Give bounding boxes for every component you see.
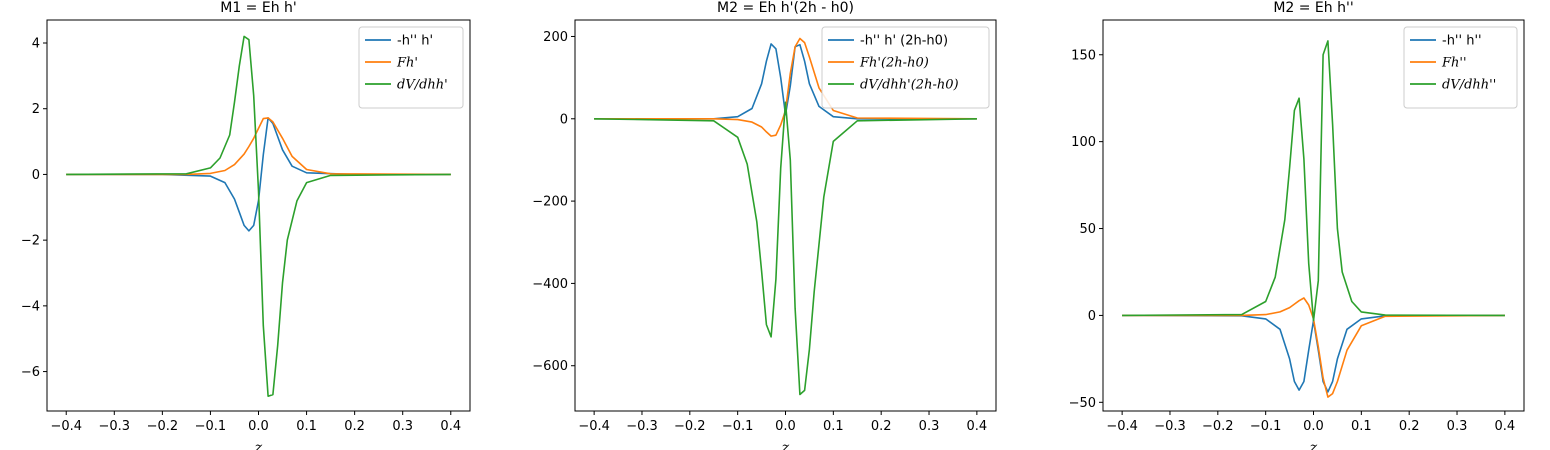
- y-tick-label: −50: [1069, 396, 1096, 411]
- y-tick-label: −2: [21, 234, 40, 249]
- y-tick-label: −200: [532, 195, 568, 210]
- x-tick-label: 0.4: [440, 419, 461, 434]
- x-tick-label: 0.1: [296, 419, 317, 434]
- legend: -h'' h' (2h-h0) Fh'(2h-h0) dV/dhh'(2h-h0): [821, 26, 990, 109]
- x-tick-label: 0.3: [392, 419, 413, 434]
- legend-box: [1403, 26, 1518, 109]
- x-tick-label: −0.4: [1106, 419, 1138, 434]
- chart-title: M1 = Eh h': [220, 0, 297, 16]
- y-tick-label: 0: [560, 112, 568, 127]
- series-line-1: [1122, 314, 1505, 393]
- y-tick-label: 2: [32, 102, 40, 117]
- x-tick-label: −0.3: [626, 419, 658, 434]
- legend-label-1: -h'' h'': [1442, 34, 1482, 49]
- x-tick-label: 0.2: [1399, 419, 1420, 434]
- legend-label-3: dV/dhh': [397, 78, 448, 93]
- x-tick-label: 0.0: [248, 419, 269, 434]
- series-line-1: [594, 43, 977, 120]
- x-tick-label: 0.4: [967, 419, 988, 434]
- x-tick-label: −0.2: [674, 419, 706, 434]
- x-tick-label: −0.1: [1250, 419, 1282, 434]
- chart-title: M2 = Eh h'(2h - h0): [717, 0, 854, 16]
- legend: -h'' h' Fh' dV/dhh': [358, 26, 464, 109]
- x-tick-label: 0.3: [919, 419, 940, 434]
- y-tick-label: 0: [1088, 309, 1096, 324]
- series-line-2: [66, 117, 451, 176]
- x-axis-label: z: [1309, 440, 1318, 450]
- x-tick-label: −0.4: [50, 419, 82, 434]
- legend-label-1: -h'' h': [397, 34, 433, 49]
- y-tick-label: 200: [543, 30, 568, 45]
- y-tick-label: 50: [1079, 222, 1096, 237]
- legend-label-2: Fh'(2h-h0): [859, 56, 929, 71]
- x-tick-label: −0.2: [147, 419, 179, 434]
- x-tick-label: −0.1: [722, 419, 754, 434]
- y-tick-label: 4: [32, 37, 40, 52]
- chart-panel-1: M1 = Eh h' −0.4 −0.3 −0.2 −0.1 0.0 0.1 0.2 0.3 0.…: [21, 0, 471, 450]
- y-tick-label: −6: [21, 365, 40, 380]
- x-tick-label: 0.2: [871, 419, 892, 434]
- x-tick-label: −0.3: [1154, 419, 1186, 434]
- x-axis-label: z: [781, 440, 790, 450]
- y-tick-label: −400: [532, 277, 568, 292]
- legend-label-3: dV/dhh'': [1442, 78, 1496, 93]
- chart-panel-3: M2 = Eh h'' −0.4 −0.3 −0.2 −0.1 0.0 0.1 0.2 0.3 0…: [1069, 0, 1525, 450]
- legend-label-3: dV/dhh'(2h-h0): [860, 78, 959, 93]
- x-tick-label: 0.2: [344, 419, 365, 434]
- x-axis-label: z: [254, 440, 263, 450]
- x-tick-label: −0.3: [99, 419, 131, 434]
- y-tick-label: 150: [1071, 48, 1096, 63]
- series-line-3: [1122, 40, 1505, 322]
- x-tick-label: 0.3: [1447, 419, 1468, 434]
- y-tick-label: −600: [532, 359, 568, 374]
- legend-label-2: Fh'': [1441, 56, 1467, 71]
- x-tick-label: 0.1: [1351, 419, 1372, 434]
- legend: -h'' h'' Fh'' dV/dhh'': [1403, 26, 1518, 109]
- chart-title: M2 = Eh h'': [1273, 0, 1353, 16]
- y-tick-label: 0: [32, 168, 40, 183]
- series-line-3: [66, 35, 451, 398]
- x-tick-label: 0.0: [775, 419, 796, 434]
- x-tick-label: −0.2: [1202, 419, 1234, 434]
- x-tick-label: −0.4: [578, 419, 610, 434]
- legend-label-1: -h'' h' (2h-h0): [860, 34, 948, 49]
- legend-label-2: Fh': [396, 56, 418, 71]
- y-tick-label: −4: [21, 299, 40, 314]
- chart-panel-2: M2 = Eh h'(2h - h0) −0.4 −0.3 −0.2 −0.1 0.0 0.…: [532, 0, 997, 450]
- x-tick-label: 0.0: [1303, 419, 1324, 434]
- x-tick-label: 0.4: [1495, 419, 1516, 434]
- legend-box: [358, 26, 464, 109]
- x-tick-label: 0.1: [823, 419, 844, 434]
- legend-box: [821, 26, 990, 109]
- x-tick-label: −0.1: [195, 419, 227, 434]
- y-tick-label: 100: [1071, 135, 1096, 150]
- series-line-3: [594, 101, 977, 396]
